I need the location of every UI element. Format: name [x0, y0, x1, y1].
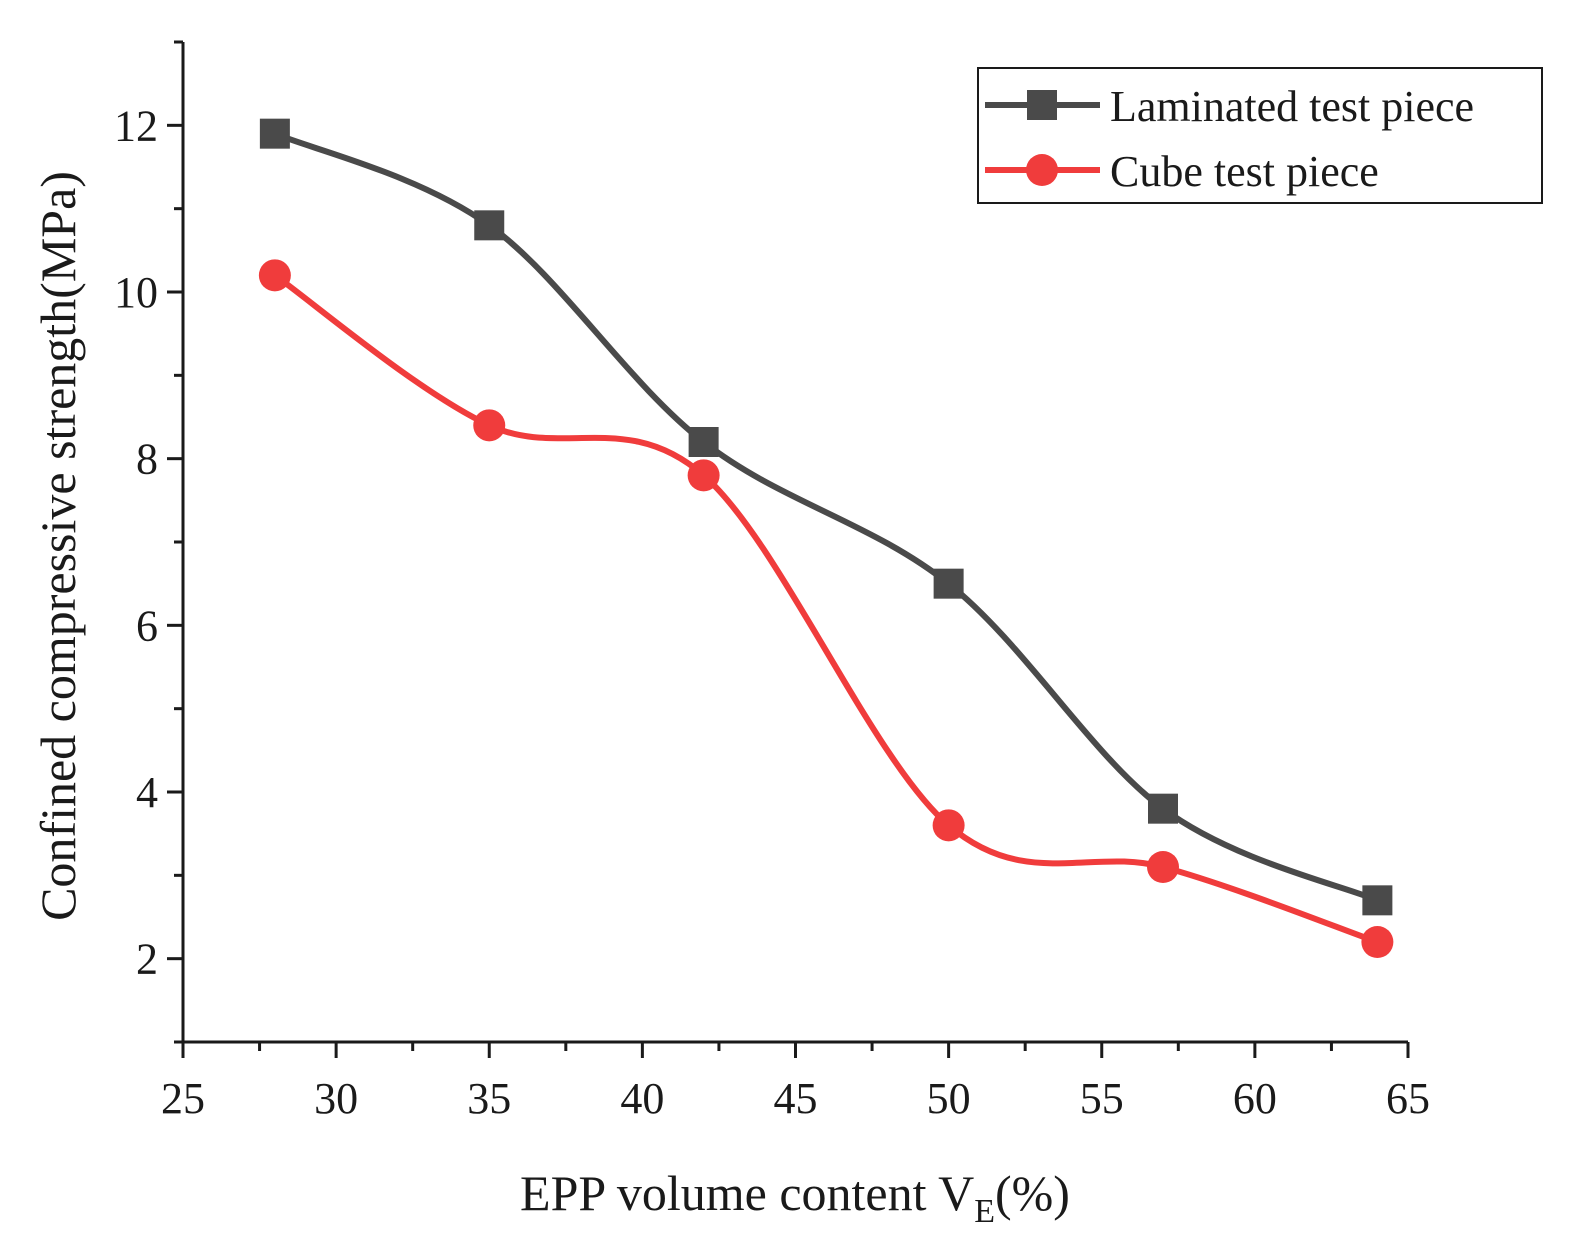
data-point-laminated	[474, 210, 505, 241]
x-tick-label: 55	[1080, 1074, 1124, 1123]
series-cube	[258, 259, 1394, 958]
x-axis-label-suffix: (%)	[995, 1165, 1070, 1221]
y-tick-label: 8	[136, 435, 158, 484]
y-axis-label: Confined compressive strength(MPa)	[30, 171, 86, 921]
x-tick-label: 35	[467, 1074, 511, 1123]
series-line-laminated	[271, 130, 1381, 904]
x-axis-label-main: EPP volume content V	[520, 1165, 974, 1221]
x-tick-label: 50	[927, 1074, 971, 1123]
series-line-cube	[271, 272, 1381, 945]
x-axis-label: EPP volume content VE(%)	[520, 1165, 1070, 1230]
data-point-laminated	[259, 118, 290, 149]
legend-label-laminated: Laminated test piece	[1110, 82, 1474, 131]
axes: 25 30 35 40 45 50 55 60 65 2 4 6 8 10 12	[114, 40, 1430, 1123]
y-tick-label: 12	[114, 101, 158, 150]
data-point-cube	[932, 809, 965, 842]
data-point-laminated	[688, 427, 719, 457]
legend-item-laminated: Laminated test piece	[985, 82, 1474, 131]
data-point-cube	[1361, 926, 1394, 958]
legend-box	[977, 67, 1543, 204]
data-point-laminated	[933, 568, 964, 599]
y-tick-label: 2	[136, 935, 158, 984]
data-point-cube	[473, 409, 506, 442]
series-laminated	[259, 118, 1393, 916]
x-tick-label: 30	[314, 1074, 358, 1123]
data-point-laminated	[1362, 885, 1393, 916]
y-tick-label: 4	[136, 768, 158, 817]
legend: Laminated test piece Cube test piece	[977, 67, 1543, 204]
legend-item-cube: Cube test piece	[985, 147, 1379, 196]
x-tick-label: 45	[774, 1074, 818, 1123]
x-tick-label: 40	[620, 1074, 664, 1123]
data-point-cube	[1147, 851, 1179, 883]
legend-label-cube: Cube test piece	[1110, 147, 1379, 196]
y-tick-label: 6	[136, 601, 158, 650]
x-tick-label: 60	[1233, 1074, 1277, 1123]
data-point-laminated	[1148, 793, 1178, 824]
data-point-cube	[258, 259, 291, 292]
legend-marker-square	[1027, 90, 1057, 120]
x-tick-label: 25	[161, 1074, 205, 1123]
legend-marker-circle	[1026, 154, 1058, 186]
y-tick-label: 10	[114, 268, 158, 317]
x-tick-label: 65	[1386, 1074, 1430, 1123]
x-axis-label-subscript: E	[974, 1193, 995, 1230]
data-point-cube	[687, 459, 720, 492]
series-layer	[258, 118, 1394, 958]
